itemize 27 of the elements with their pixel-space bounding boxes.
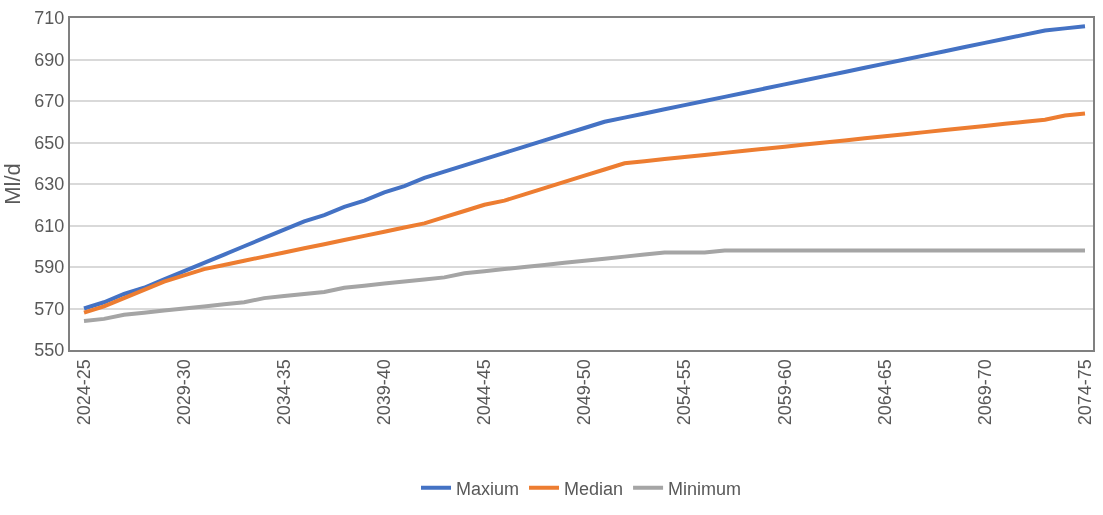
y-axis-title: Ml/d <box>0 163 25 205</box>
x-tick-label: 2074-75 <box>1074 359 1095 426</box>
x-tick-label: 2039-40 <box>374 359 395 426</box>
y-tick-label: 570 <box>34 298 65 319</box>
x-tick-label: 2024-25 <box>73 359 94 426</box>
y-tick-label: 710 <box>34 8 65 29</box>
y-tick-label: 590 <box>34 257 65 278</box>
y-tick-label: 610 <box>34 215 65 236</box>
x-tick-label: 2034-35 <box>274 359 295 426</box>
x-tick-label: 2054-55 <box>674 359 695 426</box>
line-series <box>82 111 1087 315</box>
y-tick-label: 550 <box>34 340 65 361</box>
legend-label: Maxium <box>456 478 520 499</box>
x-tick-label: 2044-45 <box>474 359 495 426</box>
x-tick-label: 2049-50 <box>574 359 595 426</box>
y-tick-label: 630 <box>34 174 65 195</box>
x-tick-label: 2029-30 <box>173 359 194 426</box>
y-tick-label: 670 <box>34 91 65 112</box>
x-tick-label: 2069-70 <box>974 359 995 426</box>
legend-label: Minimum <box>668 478 742 499</box>
x-tick-label: 2064-65 <box>874 359 895 426</box>
y-tick-label: 690 <box>34 49 65 70</box>
legend-label: Median <box>564 478 624 499</box>
line-series <box>82 248 1087 323</box>
y-tick-label: 650 <box>34 132 65 153</box>
x-tick-label: 2059-60 <box>774 359 795 426</box>
line-series <box>82 24 1087 311</box>
